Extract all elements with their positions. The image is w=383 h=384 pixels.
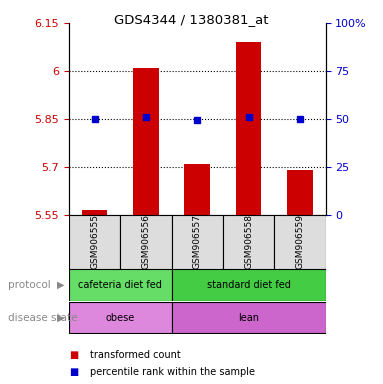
- Text: GSM906558: GSM906558: [244, 214, 253, 270]
- Bar: [69, 270, 172, 301]
- Text: lean: lean: [238, 313, 259, 323]
- Text: GSM906557: GSM906557: [193, 214, 202, 270]
- Text: ■: ■: [69, 350, 78, 360]
- Bar: [69, 302, 172, 333]
- Text: ▶: ▶: [57, 313, 64, 323]
- Bar: [185, 164, 210, 215]
- Bar: [287, 170, 313, 215]
- Text: transformed count: transformed count: [90, 350, 181, 360]
- Text: standard diet fed: standard diet fed: [207, 280, 290, 290]
- Text: percentile rank within the sample: percentile rank within the sample: [90, 367, 255, 377]
- Bar: [172, 215, 223, 269]
- Text: ▶: ▶: [57, 280, 64, 290]
- Bar: [223, 215, 274, 269]
- Bar: [172, 270, 326, 301]
- Bar: [69, 215, 120, 269]
- Text: GSM906555: GSM906555: [90, 214, 99, 270]
- Bar: [82, 210, 107, 215]
- Text: GDS4344 / 1380381_at: GDS4344 / 1380381_at: [114, 13, 269, 26]
- Text: GSM906559: GSM906559: [295, 214, 304, 270]
- Text: obese: obese: [106, 313, 135, 323]
- Bar: [274, 215, 326, 269]
- Bar: [172, 302, 326, 333]
- Bar: [120, 215, 172, 269]
- Text: disease state: disease state: [8, 313, 77, 323]
- Text: GSM906556: GSM906556: [141, 214, 151, 270]
- Text: cafeteria diet fed: cafeteria diet fed: [79, 280, 162, 290]
- Bar: [133, 68, 159, 215]
- Text: protocol: protocol: [8, 280, 51, 290]
- Bar: [236, 42, 262, 215]
- Text: ■: ■: [69, 367, 78, 377]
